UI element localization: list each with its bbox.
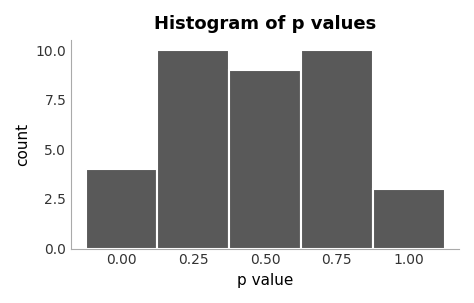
Bar xyxy=(301,50,373,248)
Bar xyxy=(373,189,445,248)
Bar xyxy=(229,70,301,248)
X-axis label: p value: p value xyxy=(237,273,293,288)
Bar xyxy=(157,50,229,248)
Y-axis label: count: count xyxy=(15,123,30,166)
Bar xyxy=(85,169,157,248)
Title: Histogram of p values: Histogram of p values xyxy=(154,15,376,33)
